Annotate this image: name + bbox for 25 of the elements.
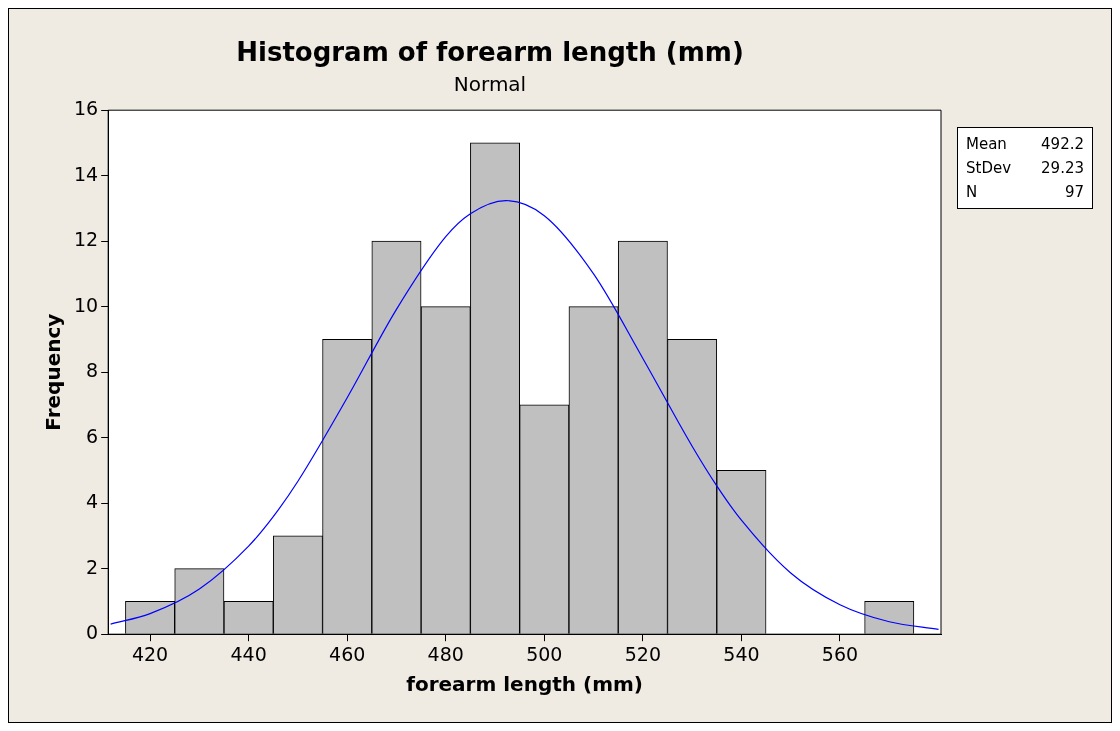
y-tick-label: 14 xyxy=(73,162,99,185)
y-tick-label: 12 xyxy=(73,228,99,251)
y-axis-title: Frequency xyxy=(41,313,66,431)
x-tick-label: 460 xyxy=(329,642,366,665)
x-tick-label: 520 xyxy=(624,642,661,665)
x-tick-label: 540 xyxy=(723,642,760,665)
x-tick-label: 480 xyxy=(427,642,464,665)
y-tick-label: 2 xyxy=(86,555,99,578)
x-axis-title: forearm length (mm) xyxy=(406,672,643,697)
y-tick-label: 0 xyxy=(86,621,99,644)
x-tick-label: 440 xyxy=(230,642,267,665)
text: Mean 492.2 xyxy=(966,135,1084,153)
y-tick-label: 10 xyxy=(73,293,99,316)
text: N 97 xyxy=(966,183,1084,201)
x-tick-label: 500 xyxy=(526,642,563,665)
chart-title: Histogram of forearm length (mm) xyxy=(236,37,744,68)
text: StDev 29.23 xyxy=(966,159,1084,177)
y-tick-label: 16 xyxy=(73,97,99,120)
x-tick-label: 420 xyxy=(131,642,169,665)
y-tick-label: 8 xyxy=(86,359,99,382)
y-tick-label: 4 xyxy=(86,490,99,513)
y-tick-label: 6 xyxy=(86,424,99,447)
chart-subtitle: Normal xyxy=(453,72,527,97)
x-tick-label: 560 xyxy=(821,642,859,665)
line-series xyxy=(110,199,940,630)
